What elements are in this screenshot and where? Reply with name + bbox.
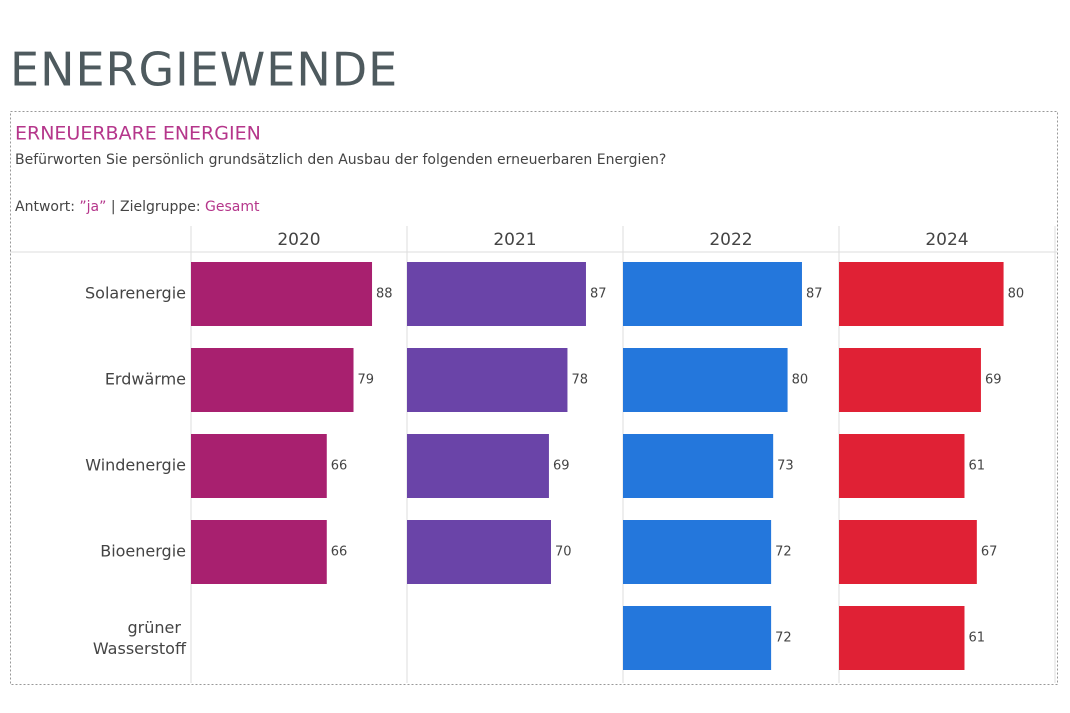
filter-value: Gesamt — [205, 199, 260, 215]
value-label: 72 — [775, 545, 792, 560]
filter-line: Antwort: ”ja” | Zielgruppe: Gesamt — [15, 199, 260, 215]
category-label: Solarenergie — [85, 284, 186, 303]
value-label: 66 — [331, 459, 348, 474]
value-label: 87 — [590, 287, 607, 302]
bar — [839, 348, 981, 412]
bar — [191, 434, 327, 498]
page-title: ENERGIEWENDE — [10, 43, 398, 97]
value-label: 80 — [792, 373, 809, 388]
category-label: Bioenergie — [100, 542, 186, 561]
value-label: 78 — [571, 373, 588, 388]
value-label: 61 — [968, 459, 985, 474]
panel-header: 2022 — [709, 230, 752, 250]
chart-frame — [10, 111, 1058, 685]
category-label: grüner Wasserstoff — [93, 618, 187, 658]
bar — [839, 606, 965, 670]
value-label: 66 — [331, 545, 348, 560]
bar — [623, 348, 788, 412]
bar — [623, 606, 772, 670]
chart-subtitle: Befürworten Sie persönlich grundsätzlich… — [15, 152, 666, 168]
bar — [839, 434, 965, 498]
category-label: Erdwärme — [105, 370, 186, 389]
bar — [623, 262, 802, 326]
filter-label: | Zielgruppe: — [111, 199, 201, 215]
panel-header: 2021 — [493, 230, 536, 250]
panel-header: 2020 — [277, 230, 320, 250]
chart-title: ERNEUERBARE ENERGIEN — [15, 123, 261, 145]
bar — [839, 262, 1004, 326]
value-label: 88 — [376, 287, 393, 302]
panel-header: 2024 — [925, 230, 968, 250]
value-label: 70 — [555, 545, 572, 560]
bar — [623, 434, 774, 498]
category-label: Windenergie — [85, 456, 186, 475]
bar — [407, 520, 551, 584]
value-label: 73 — [777, 459, 794, 474]
bar — [191, 262, 373, 326]
value-label: 67 — [981, 545, 998, 560]
bar — [407, 262, 586, 326]
value-label: 87 — [806, 287, 823, 302]
value-label: 72 — [775, 631, 792, 646]
value-label: 80 — [1008, 287, 1025, 302]
bar — [623, 520, 772, 584]
bar — [191, 520, 327, 584]
filter-label: Antwort: — [15, 199, 75, 215]
bar — [839, 520, 977, 584]
bar — [407, 348, 568, 412]
bar — [191, 348, 354, 412]
value-label: 69 — [985, 373, 1002, 388]
value-label: 61 — [968, 631, 985, 646]
value-label: 79 — [358, 373, 375, 388]
bar — [407, 434, 549, 498]
value-label: 69 — [553, 459, 570, 474]
filter-value: ”ja” — [79, 199, 106, 215]
